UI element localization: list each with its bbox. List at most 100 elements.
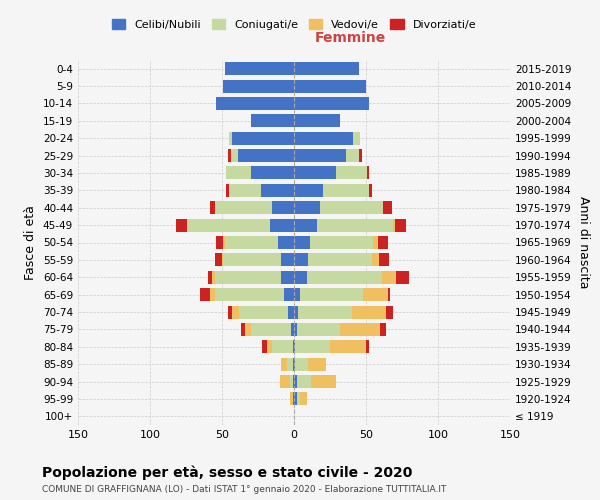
Bar bbox=[395, 218, 406, 232]
Bar bbox=[281, 254, 294, 266]
Bar bbox=[281, 270, 294, 284]
Bar bbox=[294, 62, 359, 75]
Bar bbox=[346, 149, 359, 162]
Bar bbox=[272, 340, 293, 353]
Bar bbox=[225, 62, 294, 75]
Bar bbox=[269, 218, 294, 232]
Bar bbox=[294, 340, 295, 353]
Bar bbox=[230, 149, 238, 162]
Bar bbox=[297, 392, 300, 406]
Bar bbox=[340, 323, 380, 336]
Bar bbox=[228, 306, 232, 318]
Bar bbox=[353, 132, 360, 144]
Bar bbox=[394, 218, 395, 232]
Bar bbox=[251, 166, 294, 179]
Bar bbox=[294, 306, 298, 318]
Bar bbox=[251, 323, 291, 336]
Bar bbox=[323, 184, 369, 197]
Bar bbox=[293, 375, 294, 388]
Bar bbox=[310, 236, 373, 249]
Bar bbox=[317, 218, 394, 232]
Bar bbox=[294, 166, 336, 179]
Bar bbox=[241, 323, 245, 336]
Bar bbox=[330, 340, 366, 353]
Bar bbox=[176, 218, 187, 232]
Bar bbox=[245, 323, 251, 336]
Bar bbox=[223, 254, 281, 266]
Bar bbox=[266, 340, 272, 353]
Bar bbox=[386, 306, 394, 318]
Bar bbox=[228, 149, 230, 162]
Bar bbox=[216, 236, 223, 249]
Bar bbox=[272, 201, 294, 214]
Bar bbox=[382, 270, 396, 284]
Bar bbox=[295, 340, 330, 353]
Bar bbox=[352, 306, 386, 318]
Bar bbox=[232, 306, 239, 318]
Bar bbox=[215, 254, 222, 266]
Bar bbox=[200, 288, 211, 301]
Y-axis label: Fasce di età: Fasce di età bbox=[25, 205, 37, 280]
Bar bbox=[290, 392, 293, 406]
Bar bbox=[262, 340, 266, 353]
Bar bbox=[294, 254, 308, 266]
Bar bbox=[363, 288, 388, 301]
Bar bbox=[226, 184, 229, 197]
Bar bbox=[294, 80, 366, 92]
Bar bbox=[284, 288, 294, 301]
Bar bbox=[232, 132, 294, 144]
Bar bbox=[388, 288, 391, 301]
Bar bbox=[298, 306, 352, 318]
Bar bbox=[294, 323, 297, 336]
Bar bbox=[294, 358, 295, 370]
Bar bbox=[294, 375, 297, 388]
Bar bbox=[294, 288, 300, 301]
Bar bbox=[307, 270, 382, 284]
Bar bbox=[294, 270, 307, 284]
Bar bbox=[223, 236, 225, 249]
Bar bbox=[278, 236, 294, 249]
Bar bbox=[208, 270, 212, 284]
Bar bbox=[297, 375, 311, 388]
Bar bbox=[308, 358, 326, 370]
Bar bbox=[293, 392, 294, 406]
Bar bbox=[215, 201, 272, 214]
Bar bbox=[226, 166, 251, 179]
Bar bbox=[211, 201, 215, 214]
Bar bbox=[238, 149, 294, 162]
Bar bbox=[377, 236, 388, 249]
Bar bbox=[379, 254, 389, 266]
Bar bbox=[225, 236, 278, 249]
Bar bbox=[311, 375, 336, 388]
Bar bbox=[367, 166, 369, 179]
Bar bbox=[320, 201, 383, 214]
Bar bbox=[300, 288, 363, 301]
Bar bbox=[261, 184, 294, 197]
Text: COMUNE DI GRAFFIGNANA (LO) - Dati ISTAT 1° gennaio 2020 - Elaborazione TUTTITALI: COMUNE DI GRAFFIGNANA (LO) - Dati ISTAT … bbox=[42, 485, 446, 494]
Bar bbox=[373, 236, 377, 249]
Bar bbox=[293, 340, 294, 353]
Bar bbox=[291, 323, 294, 336]
Bar bbox=[211, 288, 215, 301]
Bar bbox=[369, 184, 372, 197]
Legend: Celibi/Nubili, Coniugati/e, Vedovi/e, Divorziati/e: Celibi/Nubili, Coniugati/e, Vedovi/e, Di… bbox=[107, 14, 481, 34]
Bar bbox=[294, 97, 369, 110]
Bar bbox=[380, 323, 386, 336]
Bar bbox=[300, 392, 307, 406]
Bar bbox=[229, 132, 232, 144]
Bar bbox=[222, 254, 223, 266]
Bar bbox=[294, 149, 346, 162]
Y-axis label: Anni di nascita: Anni di nascita bbox=[577, 196, 590, 289]
Bar bbox=[229, 184, 261, 197]
Bar bbox=[215, 270, 281, 284]
Bar bbox=[294, 184, 323, 197]
Bar bbox=[293, 358, 294, 370]
Bar bbox=[297, 323, 340, 336]
Bar bbox=[290, 375, 293, 388]
Bar bbox=[383, 201, 392, 214]
Bar bbox=[294, 236, 310, 249]
Bar bbox=[287, 358, 293, 370]
Bar bbox=[288, 306, 294, 318]
Bar bbox=[294, 114, 340, 128]
Bar bbox=[294, 218, 317, 232]
